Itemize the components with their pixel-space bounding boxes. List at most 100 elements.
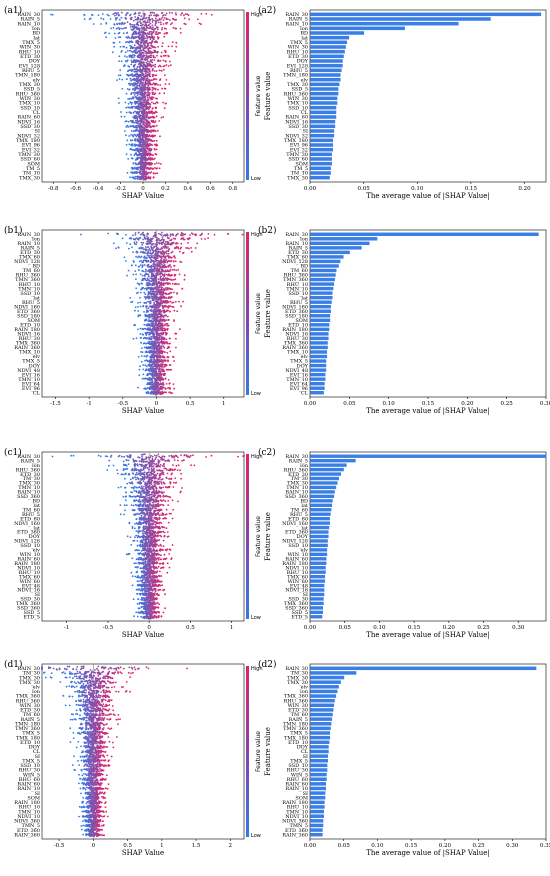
- shap-point: [100, 17, 103, 20]
- shap-point: [183, 274, 186, 277]
- shap-point: [125, 92, 128, 95]
- shap-point: [139, 256, 142, 259]
- shap-point: [160, 313, 162, 316]
- shap-point: [149, 112, 151, 114]
- shap-point: [142, 261, 145, 264]
- shap-point: [145, 61, 148, 64]
- shap-point: [117, 74, 120, 77]
- shap-point: [146, 242, 149, 245]
- shap-point: [129, 243, 132, 246]
- bar: [310, 171, 331, 175]
- shap-point: [161, 42, 164, 44]
- shap-point: [140, 360, 143, 363]
- plot-frame: [41, 229, 245, 398]
- shap-point: [126, 88, 129, 90]
- shap-point: [146, 140, 149, 143]
- shap-point: [155, 331, 158, 333]
- shap-point: [172, 18, 175, 21]
- shap-point: [100, 23, 102, 25]
- shap-point: [159, 272, 161, 275]
- shap-point: [125, 26, 127, 29]
- shap-point: [126, 274, 128, 277]
- shap-point: [130, 139, 133, 142]
- shap-point: [175, 45, 178, 48]
- shap-point: [134, 177, 137, 180]
- shap-point: [162, 54, 165, 57]
- shap-point: [139, 170, 142, 173]
- shap-point: [122, 32, 125, 35]
- shap-point: [161, 243, 164, 246]
- shap-point: [149, 319, 152, 322]
- shap-point: [102, 18, 105, 21]
- shap-point: [153, 322, 156, 325]
- shap-point: [127, 35, 130, 38]
- shap-point: [155, 317, 158, 320]
- shap-point: [170, 257, 172, 259]
- shap-point: [183, 278, 186, 281]
- shap-point: [147, 346, 150, 348]
- shap-point: [146, 284, 149, 287]
- shap-point: [134, 11, 137, 14]
- shap-point: [97, 14, 100, 16]
- shap-point: [138, 44, 141, 47]
- shap-point: [109, 18, 112, 20]
- shap-point: [160, 347, 163, 350]
- shap-point: [149, 54, 152, 57]
- shap-point: [150, 65, 153, 68]
- shap-point: [159, 59, 162, 62]
- shap-point: [152, 26, 154, 29]
- shap-point: [154, 130, 157, 133]
- shap-point: [160, 51, 163, 54]
- feature-label: DOY: [29, 59, 41, 65]
- shap-point: [140, 15, 143, 17]
- shap-point: [148, 316, 151, 319]
- shap-point: [150, 153, 153, 156]
- shap-point: [204, 238, 207, 240]
- shap-point: [134, 16, 137, 18]
- shap-point: [144, 103, 147, 106]
- shap-point: [133, 154, 136, 157]
- shap-point: [148, 168, 151, 171]
- shap-point: [157, 88, 159, 91]
- shap-point: [169, 369, 171, 371]
- shap-point: [162, 288, 165, 291]
- shap-point: [125, 106, 128, 109]
- shap-point: [80, 233, 82, 236]
- bar: [310, 54, 344, 59]
- shap-point: [148, 88, 151, 91]
- shap-point: [179, 328, 181, 331]
- shap-point: [117, 233, 119, 236]
- shap-point: [120, 111, 122, 113]
- shap-point: [137, 59, 140, 62]
- shap-point: [137, 231, 140, 234]
- shap-point: [146, 60, 149, 63]
- shap-point: [152, 116, 155, 119]
- shap-point: [158, 167, 161, 170]
- shap-point: [146, 158, 149, 161]
- shap-point: [164, 102, 167, 105]
- shap-point: [144, 165, 147, 168]
- shap-point: [174, 50, 177, 53]
- shap-point: [141, 165, 143, 168]
- shap-point: [140, 130, 143, 133]
- shap-point: [153, 14, 155, 17]
- feature-label: SI: [35, 129, 40, 135]
- shap-point: [131, 107, 134, 109]
- shap-point: [134, 18, 137, 21]
- shap-point: [160, 257, 163, 259]
- shap-point: [200, 13, 203, 15]
- shap-point: [150, 41, 153, 44]
- shap-point: [146, 44, 149, 47]
- shap-point: [138, 29, 141, 32]
- shap-point: [144, 147, 147, 150]
- shap-point: [137, 35, 139, 38]
- shap-point: [142, 153, 144, 155]
- shap-point: [161, 27, 164, 29]
- shap-point: [162, 23, 165, 25]
- shap-point: [154, 19, 157, 22]
- shap-point: [130, 41, 133, 43]
- shap-point: [147, 297, 150, 300]
- shap-point: [141, 83, 143, 86]
- shap-point: [166, 315, 169, 318]
- shap-point: [161, 272, 163, 275]
